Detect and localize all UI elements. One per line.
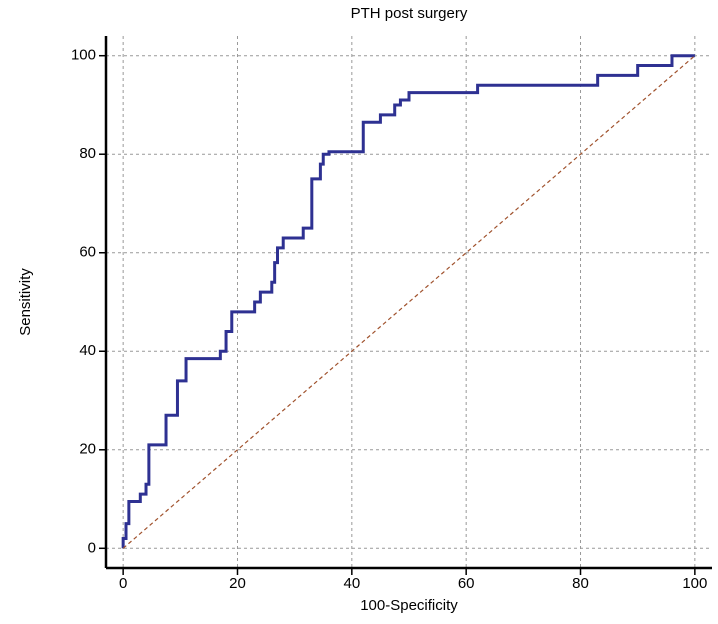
- series-line: [121, 54, 695, 549]
- y-tick-label: 0: [88, 539, 96, 556]
- x-tick-label: 100: [682, 575, 707, 592]
- y-tick-label: 20: [79, 441, 96, 458]
- x-tick-label: 0: [119, 575, 127, 592]
- y-axis-label: Sensitivity: [17, 268, 34, 336]
- x-tick-label: 40: [343, 575, 360, 592]
- x-tick-label: 80: [572, 575, 589, 592]
- x-tick-label: 60: [458, 575, 475, 592]
- y-tick-label: 100: [71, 47, 96, 64]
- x-axis-label: 100-Specificity: [360, 597, 458, 614]
- x-tick-label: 20: [229, 575, 246, 592]
- y-tick-label: 60: [79, 244, 96, 261]
- series-line: [122, 55, 696, 549]
- chart-title: PTH post surgery: [351, 5, 468, 22]
- y-tick-label: 80: [79, 145, 96, 162]
- y-tick-label: 40: [79, 342, 96, 359]
